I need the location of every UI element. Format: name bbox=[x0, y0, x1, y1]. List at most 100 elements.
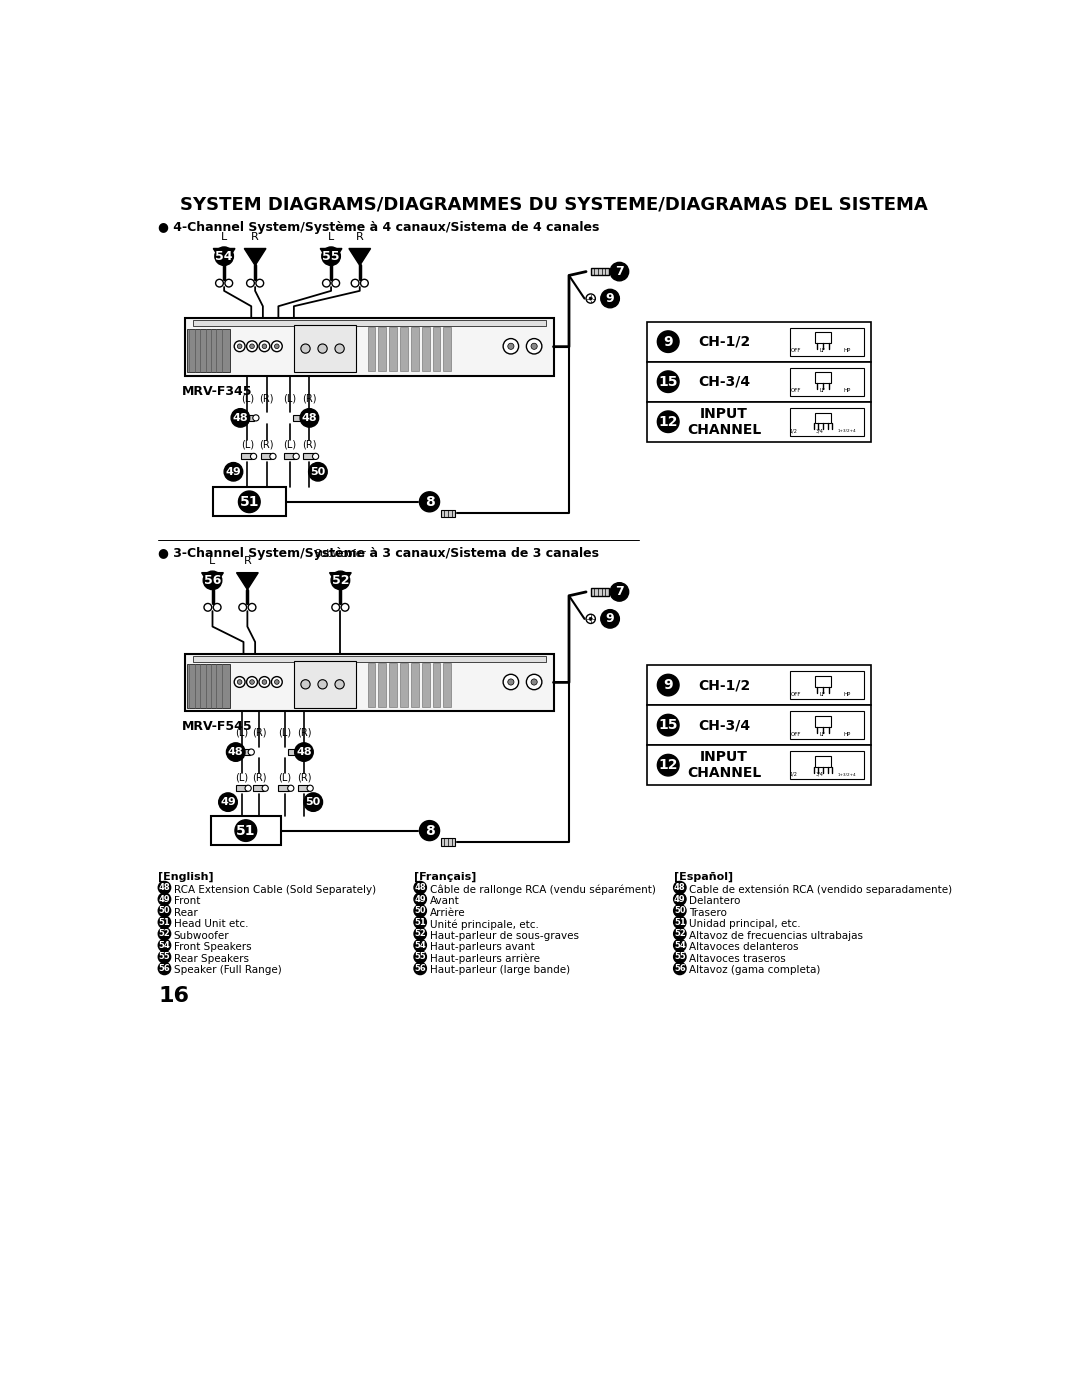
Circle shape bbox=[307, 785, 313, 791]
Circle shape bbox=[274, 680, 279, 685]
Bar bbox=[378, 327, 387, 372]
Bar bbox=[647, 745, 872, 785]
Polygon shape bbox=[321, 249, 342, 265]
Text: 8: 8 bbox=[424, 495, 434, 509]
Circle shape bbox=[531, 679, 537, 685]
Text: Haut-parleur de sous-graves: Haut-parleur de sous-graves bbox=[430, 930, 579, 940]
Text: 7: 7 bbox=[615, 265, 624, 278]
Bar bbox=[235, 785, 246, 791]
Bar bbox=[367, 327, 375, 372]
Text: Speaker (Full Range): Speaker (Full Range) bbox=[174, 965, 282, 975]
Text: 50: 50 bbox=[306, 798, 321, 807]
Circle shape bbox=[610, 583, 629, 601]
Circle shape bbox=[503, 338, 518, 353]
Circle shape bbox=[332, 279, 339, 286]
Text: 52: 52 bbox=[159, 929, 171, 939]
Bar bbox=[815, 715, 831, 726]
Circle shape bbox=[414, 928, 427, 940]
Circle shape bbox=[674, 928, 686, 940]
Text: 52: 52 bbox=[415, 929, 427, 939]
Text: MRV-F545: MRV-F545 bbox=[181, 721, 252, 733]
Bar bbox=[389, 662, 397, 707]
Bar bbox=[239, 749, 249, 756]
Bar bbox=[422, 662, 430, 707]
Bar bbox=[422, 327, 430, 372]
Bar bbox=[789, 367, 864, 395]
Text: (L): (L) bbox=[278, 728, 292, 738]
Circle shape bbox=[658, 754, 679, 775]
Text: OFF: OFF bbox=[791, 732, 801, 736]
Text: HP: HP bbox=[843, 388, 851, 393]
Text: Cable de extensión RCA (vendido separadamente): Cable de extensión RCA (vendido separada… bbox=[689, 884, 953, 895]
Circle shape bbox=[218, 793, 238, 812]
Text: Rear: Rear bbox=[174, 908, 198, 918]
Circle shape bbox=[674, 893, 686, 905]
Text: 50: 50 bbox=[415, 907, 426, 915]
Circle shape bbox=[414, 951, 427, 963]
Circle shape bbox=[159, 904, 171, 916]
Bar bbox=[294, 661, 356, 708]
Text: 12: 12 bbox=[659, 415, 678, 429]
Circle shape bbox=[590, 298, 592, 300]
Circle shape bbox=[234, 676, 245, 687]
Text: 3/4: 3/4 bbox=[815, 429, 823, 433]
Bar bbox=[444, 327, 451, 372]
Circle shape bbox=[246, 676, 257, 687]
Circle shape bbox=[274, 344, 279, 349]
Text: 15: 15 bbox=[659, 718, 678, 732]
Circle shape bbox=[262, 785, 268, 791]
Circle shape bbox=[249, 680, 255, 685]
Text: (L): (L) bbox=[235, 728, 248, 738]
Circle shape bbox=[658, 372, 679, 393]
Text: Front Speakers: Front Speakers bbox=[174, 942, 252, 953]
Text: (L): (L) bbox=[278, 773, 292, 782]
Text: 49: 49 bbox=[674, 894, 686, 904]
Text: CH-1/2: CH-1/2 bbox=[698, 335, 751, 349]
Bar bbox=[789, 671, 864, 698]
Circle shape bbox=[674, 939, 686, 951]
Text: 51: 51 bbox=[159, 918, 171, 926]
Circle shape bbox=[270, 453, 276, 460]
Text: 52: 52 bbox=[674, 929, 686, 939]
Circle shape bbox=[159, 882, 171, 894]
Polygon shape bbox=[202, 573, 224, 590]
Bar bbox=[815, 676, 831, 686]
Circle shape bbox=[674, 963, 686, 975]
Circle shape bbox=[414, 963, 427, 975]
Text: 56: 56 bbox=[159, 964, 171, 972]
Circle shape bbox=[658, 331, 679, 352]
Text: 55: 55 bbox=[322, 250, 340, 263]
Text: Delantero: Delantero bbox=[689, 895, 741, 907]
Bar bbox=[213, 488, 286, 517]
Circle shape bbox=[234, 341, 245, 352]
Circle shape bbox=[309, 462, 327, 481]
Text: INPUT
CHANNEL: INPUT CHANNEL bbox=[687, 750, 761, 781]
Circle shape bbox=[658, 675, 679, 696]
Text: Haut-parleurs arrière: Haut-parleurs arrière bbox=[430, 954, 540, 964]
Text: L: L bbox=[328, 232, 334, 242]
Bar bbox=[294, 326, 356, 373]
Circle shape bbox=[302, 415, 309, 420]
Text: [Español]: [Español] bbox=[674, 872, 732, 883]
Bar bbox=[287, 749, 298, 756]
Circle shape bbox=[526, 338, 542, 353]
Circle shape bbox=[239, 604, 246, 610]
Text: R: R bbox=[356, 232, 364, 242]
Text: 1/2: 1/2 bbox=[789, 429, 797, 433]
Text: 8: 8 bbox=[424, 824, 434, 838]
Text: (R): (R) bbox=[302, 440, 316, 450]
Text: 9: 9 bbox=[606, 292, 615, 305]
Circle shape bbox=[323, 279, 330, 286]
Bar bbox=[260, 453, 271, 460]
Text: [Français]: [Français] bbox=[414, 872, 476, 883]
Circle shape bbox=[262, 344, 267, 349]
Text: 55: 55 bbox=[415, 953, 427, 961]
Text: Haut-parleurs avant: Haut-parleurs avant bbox=[430, 942, 535, 953]
Circle shape bbox=[203, 571, 221, 590]
Bar bbox=[400, 662, 408, 707]
Bar bbox=[789, 408, 864, 436]
Text: 49: 49 bbox=[220, 798, 235, 807]
Text: 48: 48 bbox=[415, 883, 426, 893]
Text: 1+3/2+4: 1+3/2+4 bbox=[838, 429, 856, 433]
Circle shape bbox=[341, 604, 349, 610]
